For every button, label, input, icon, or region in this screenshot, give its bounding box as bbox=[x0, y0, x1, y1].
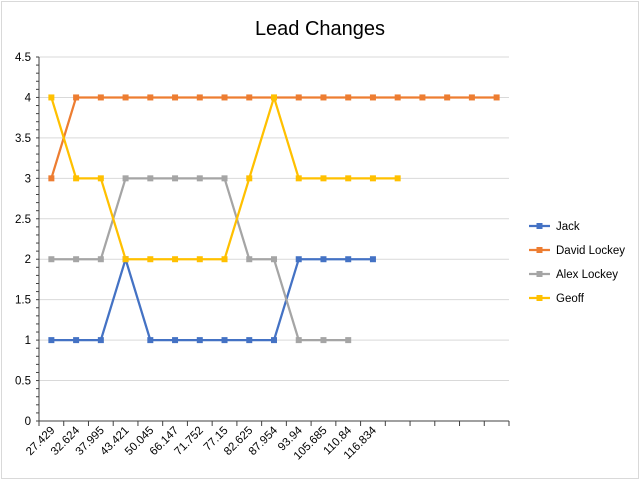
data-point-david-lockey bbox=[468, 94, 475, 101]
data-point-david-lockey bbox=[172, 94, 179, 101]
data-point-alex-lockey bbox=[221, 175, 228, 182]
series-line-jack bbox=[51, 258, 373, 342]
data-point-geoff bbox=[48, 94, 55, 101]
data-point-david-lockey bbox=[246, 94, 253, 101]
data-point-david-lockey bbox=[122, 94, 129, 101]
legend-label-david-lockey: David Lockey bbox=[556, 245, 625, 257]
data-point-david-lockey bbox=[147, 94, 154, 101]
data-point-alex-lockey bbox=[196, 175, 203, 182]
y-tick-label: 1 bbox=[25, 335, 31, 347]
line-chart: Lead Changes 0 0.5 1 1.5 2 2.5 3 3.5 4 4.5 27.429… bbox=[15, 18, 625, 463]
y-tick-label: 0 bbox=[25, 416, 31, 428]
data-point-geoff bbox=[345, 175, 352, 182]
data-point-geoff bbox=[122, 256, 129, 263]
legend-label-alex-lockey: Alex Lockey bbox=[556, 269, 618, 281]
data-point-david-lockey bbox=[345, 94, 352, 101]
y-tick-label: 3 bbox=[25, 173, 31, 185]
data-point-david-lockey bbox=[97, 94, 104, 101]
data-point-geoff bbox=[97, 175, 104, 182]
data-point-jack bbox=[221, 337, 228, 344]
data-point-david-lockey bbox=[493, 94, 500, 101]
y-tick-label: 0.5 bbox=[15, 376, 31, 388]
data-point-jack bbox=[369, 256, 376, 263]
gridlines bbox=[39, 56, 509, 382]
legend-marker-geoff bbox=[536, 295, 543, 301]
data-point-alex-lockey bbox=[320, 337, 327, 344]
data-point-geoff bbox=[369, 175, 376, 182]
x-tick-label: 87.954 bbox=[247, 424, 281, 458]
data-point-david-lockey bbox=[48, 175, 55, 182]
data-point-jack bbox=[320, 256, 327, 263]
data-point-geoff bbox=[147, 256, 154, 263]
data-point-jack bbox=[295, 256, 302, 263]
data-point-geoff bbox=[320, 175, 327, 182]
data-point-geoff bbox=[394, 175, 401, 182]
data-point-geoff bbox=[221, 256, 228, 263]
series-lines bbox=[48, 94, 500, 344]
data-point-jack bbox=[246, 337, 253, 344]
data-point-david-lockey bbox=[221, 94, 228, 101]
data-point-jack bbox=[147, 337, 154, 344]
data-point-alex-lockey bbox=[73, 256, 80, 263]
data-point-jack bbox=[73, 337, 80, 344]
data-point-geoff bbox=[271, 94, 277, 101]
data-point-jack bbox=[271, 337, 277, 344]
y-tick-label: 4 bbox=[25, 92, 32, 104]
data-point-david-lockey bbox=[394, 94, 401, 101]
data-point-geoff bbox=[295, 175, 302, 182]
data-point-geoff bbox=[246, 175, 253, 182]
data-point-alex-lockey bbox=[246, 256, 253, 263]
data-point-david-lockey bbox=[320, 94, 327, 101]
data-point-alex-lockey bbox=[172, 175, 179, 182]
data-point-jack bbox=[97, 337, 104, 344]
legend-label-jack: Jack bbox=[556, 221, 580, 233]
data-point-alex-lockey bbox=[147, 175, 154, 182]
y-tick-label: 2.5 bbox=[15, 214, 31, 226]
data-point-alex-lockey bbox=[345, 337, 352, 344]
data-point-jack bbox=[48, 337, 55, 344]
data-point-alex-lockey bbox=[295, 337, 302, 344]
data-point-david-lockey bbox=[369, 94, 376, 101]
data-point-alex-lockey bbox=[122, 175, 129, 182]
data-point-geoff bbox=[172, 256, 179, 263]
data-point-jack bbox=[345, 256, 352, 263]
y-tick-labels: 0 0.5 1 1.5 2 2.5 3 3.5 4 4.5 bbox=[15, 52, 32, 428]
data-point-geoff bbox=[73, 175, 80, 182]
legend-marker-alex-lockey bbox=[536, 271, 543, 277]
y-tick-label: 4.5 bbox=[15, 52, 31, 64]
data-point-david-lockey bbox=[196, 94, 203, 101]
y-tick-label: 1.5 bbox=[15, 295, 31, 307]
data-point-alex-lockey bbox=[97, 256, 104, 263]
data-point-alex-lockey bbox=[48, 256, 55, 263]
data-point-jack bbox=[172, 337, 179, 344]
data-point-david-lockey bbox=[73, 94, 80, 101]
x-tick-labels: 27.42932.62437.99543.42150.04566.14771.7… bbox=[24, 424, 379, 462]
data-point-david-lockey bbox=[419, 94, 426, 101]
y-tick-label: 3.5 bbox=[15, 133, 31, 145]
data-point-alex-lockey bbox=[271, 256, 277, 263]
legend-marker-david-lockey bbox=[536, 247, 543, 253]
data-point-david-lockey bbox=[295, 94, 302, 101]
data-point-david-lockey bbox=[444, 94, 451, 101]
chart-title: Lead Changes bbox=[255, 18, 385, 40]
data-point-geoff bbox=[196, 256, 203, 263]
axes bbox=[36, 56, 510, 426]
data-point-jack bbox=[196, 337, 203, 344]
legend: Jack David Lockey Alex Lockey Geoff bbox=[529, 221, 625, 305]
y-tick-label: 2 bbox=[25, 254, 31, 266]
legend-label-geoff: Geoff bbox=[556, 293, 585, 305]
legend-marker-jack bbox=[536, 223, 543, 229]
